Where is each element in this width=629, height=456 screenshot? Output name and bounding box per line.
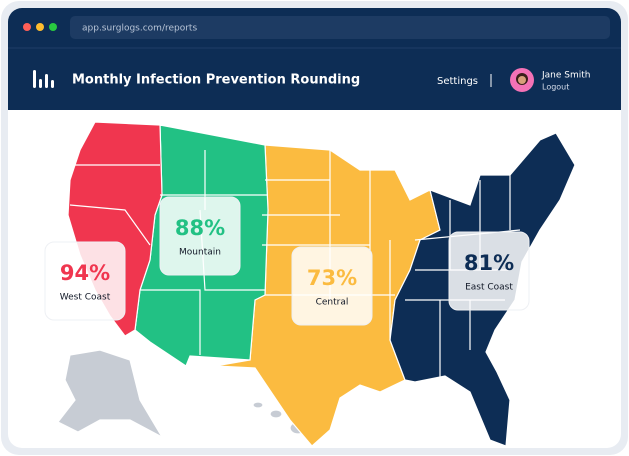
west-region[interactable] (67, 121, 163, 337)
hawaii (252, 401, 264, 409)
card (44, 241, 126, 321)
region-label: East Coast (465, 283, 513, 293)
url: app.surglogs.com/reports (82, 24, 197, 34)
logo[interactable] (33, 70, 54, 88)
region-percent: 88% (175, 216, 225, 240)
card (448, 231, 530, 311)
region-percent: 81% (464, 251, 514, 275)
card (159, 196, 241, 276)
page-title: Monthly Infection Prevention Rounding (72, 73, 360, 88)
minimize-dot[interactable] (36, 23, 44, 31)
hawaii (269, 409, 283, 419)
region-cards: 94% West Coast 88% Mountain 73% Central 81% Eas… (44, 196, 530, 326)
maximize-dot[interactable] (49, 23, 57, 31)
url-bar[interactable] (70, 16, 610, 39)
region-percent: 73% (307, 266, 357, 290)
region-label: West Coast (60, 293, 111, 303)
close-dot[interactable] (23, 23, 31, 31)
user-name: Jane Smith (541, 71, 591, 81)
logout-link[interactable]: Logout (542, 83, 569, 92)
region-label: Central (316, 298, 349, 308)
region-label: Mountain (179, 248, 221, 258)
settings-link[interactable]: Settings (437, 76, 478, 87)
alaska (57, 349, 164, 439)
region-percent: 94% (60, 261, 110, 285)
card (291, 246, 373, 326)
avatar-face (518, 76, 526, 84)
